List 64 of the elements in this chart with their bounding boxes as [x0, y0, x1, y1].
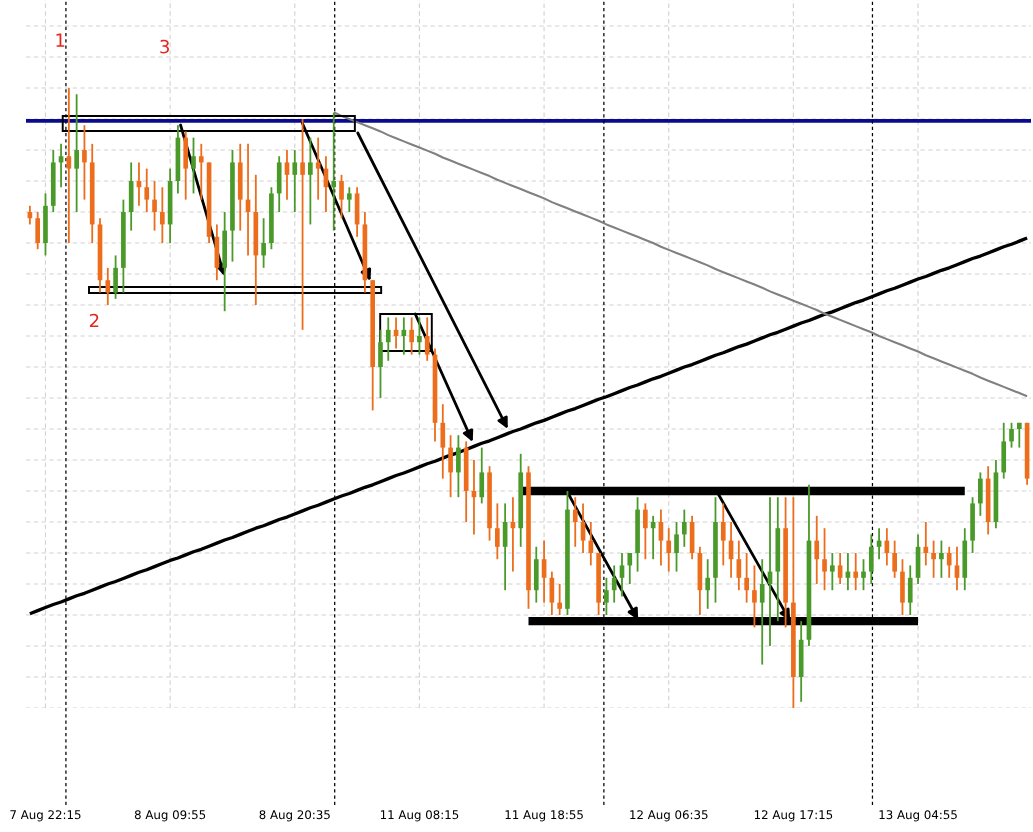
candlestick [284, 149, 290, 201]
candlestick [105, 266, 111, 306]
x-tick-label: 7 Aug 22:15 [10, 810, 81, 822]
candlestick [191, 136, 196, 195]
candlestick [82, 124, 87, 201]
candlestick [744, 552, 749, 604]
candlestick [346, 186, 352, 213]
candlestick [557, 583, 562, 616]
candlestick [409, 316, 414, 356]
x-tick-label: 13 Aug 04:55 [879, 810, 957, 822]
candlestick [752, 564, 757, 629]
candlestick [830, 552, 835, 592]
candlestick [892, 539, 897, 579]
candlestick [572, 496, 578, 548]
candlestick [1016, 421, 1022, 449]
candlestick [611, 564, 617, 604]
candlestick [619, 552, 625, 598]
annotation: 2 [89, 313, 99, 328]
candlestick [674, 521, 679, 573]
candlestick [946, 545, 952, 579]
candlestick [759, 558, 765, 666]
candlestick [814, 514, 820, 585]
x-tick-label: 8 Aug 20:35 [259, 810, 330, 822]
candlestick [144, 167, 150, 213]
candlestick [643, 502, 648, 561]
candlestick [666, 527, 672, 573]
candlestick [160, 186, 165, 244]
candlestick [861, 558, 866, 592]
candlestick [66, 87, 72, 244]
candlestick [417, 316, 422, 356]
candlestick [308, 136, 313, 226]
x-tick-label: 12 Aug 17:15 [754, 810, 833, 822]
candlestick [331, 111, 337, 232]
candlestick [1009, 421, 1014, 449]
x-tick-label: 11 Aug 08:15 [380, 810, 459, 822]
candlestick [681, 508, 687, 548]
candlestick [853, 552, 859, 592]
candlestick [627, 552, 633, 585]
candlestick [300, 118, 305, 331]
candlestick [424, 316, 430, 362]
candlestick [495, 502, 500, 561]
candlestick [588, 521, 594, 567]
candlestick [954, 545, 960, 592]
candlestick [822, 527, 827, 592]
candlestick [720, 502, 726, 567]
candlestick [923, 521, 929, 567]
text: 3 [160, 39, 169, 54]
candlestick [837, 552, 843, 585]
candlestick [931, 539, 936, 579]
candlestick [74, 93, 79, 213]
candlestick [385, 316, 391, 362]
candlestick [152, 180, 157, 232]
x-tick-label: 8 Aug 09:55 [134, 810, 206, 822]
candlestick [292, 149, 298, 213]
candlestick [705, 558, 711, 610]
candlestick [198, 142, 204, 201]
candlestick [939, 539, 944, 579]
x-tick-label: 11 Aug 18:55 [505, 810, 583, 822]
candlestick [339, 173, 344, 220]
text: 1 [56, 33, 65, 47]
candlestick [604, 576, 609, 616]
x-tick-label: 12 Aug 06:35 [630, 810, 708, 822]
candlestick [315, 136, 321, 201]
candlestick [261, 217, 266, 269]
